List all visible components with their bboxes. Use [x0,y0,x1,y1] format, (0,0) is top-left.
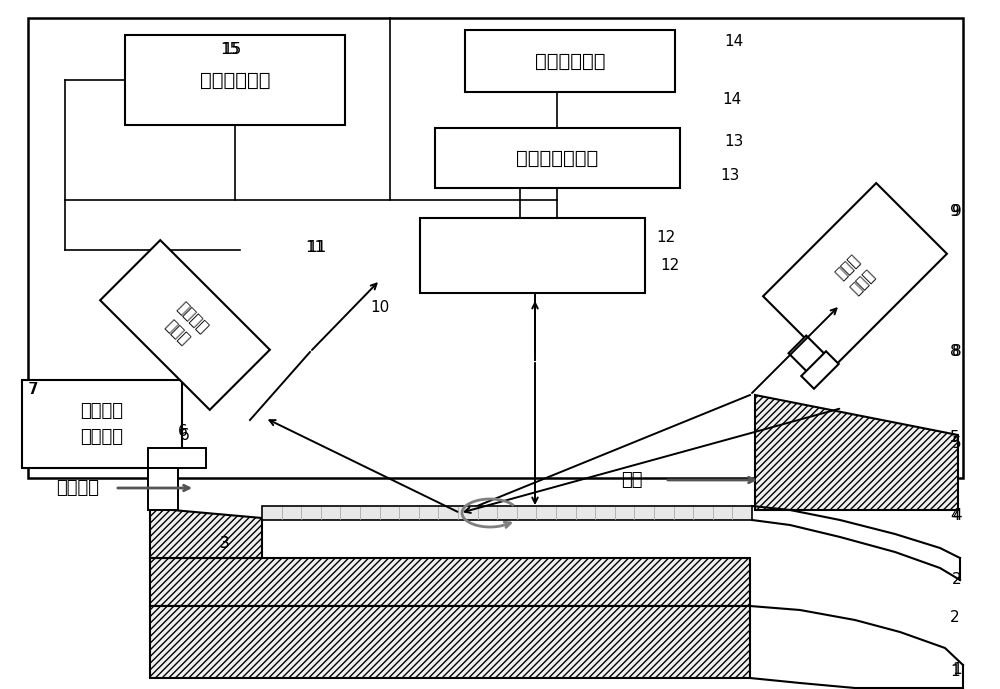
Bar [150,606,750,678]
Text: 9: 9 [950,205,960,220]
Text: 6: 6 [180,427,190,442]
Bar [420,218,645,293]
Text: 10: 10 [370,300,389,316]
Text: 12: 12 [656,231,675,245]
Text: 2: 2 [952,573,962,588]
Text: 斜入射
激光器: 斜入射 激光器 [833,253,877,298]
Text: 13: 13 [724,134,743,150]
Text: 4: 4 [950,508,960,524]
Polygon shape [789,336,827,374]
Text: 5: 5 [950,431,960,446]
Polygon shape [150,508,262,558]
Text: 8: 8 [950,344,960,360]
Text: 11: 11 [307,240,326,256]
Bar [465,30,675,92]
Text: 15: 15 [222,43,241,57]
Bar [125,35,345,125]
Polygon shape [801,351,839,389]
Bar [28,18,963,478]
Text: 6: 6 [178,424,188,440]
Text: 伺服电机
反馈系统: 伺服电机 反馈系统 [80,402,124,446]
Text: 正入射激光器: 正入射激光器 [535,52,605,70]
Bar [22,380,182,468]
Text: 1: 1 [952,663,962,677]
Text: 5: 5 [952,435,962,451]
Bar [150,558,750,606]
Bar [148,468,178,510]
Text: 1: 1 [950,664,960,679]
Text: 8: 8 [952,344,962,360]
Text: 尾气: 尾气 [621,471,643,489]
Text: 4: 4 [952,508,962,524]
Polygon shape [755,395,958,510]
Text: 第一信号接收器: 第一信号接收器 [516,149,598,167]
Text: 12: 12 [660,258,679,273]
Bar [435,128,680,188]
Text: 3: 3 [220,535,230,551]
Text: 反应气体: 反应气体 [56,479,100,497]
Text: 7: 7 [28,382,38,398]
Polygon shape [763,183,947,367]
Text: 2: 2 [950,610,960,624]
Text: 11: 11 [305,240,324,256]
Text: 第二信号
接收器: 第二信号 接收器 [159,299,211,351]
Bar [262,506,752,520]
Text: 15: 15 [220,43,239,57]
Text: 13: 13 [720,167,739,183]
Text: 7: 7 [29,382,39,398]
Text: 9: 9 [952,205,962,220]
Text: 14: 14 [724,34,743,50]
Text: 14: 14 [722,92,741,107]
Text: 信号分析系统: 信号分析系统 [200,70,270,90]
Text: 3: 3 [220,535,230,551]
Polygon shape [100,240,270,410]
Bar [148,448,206,468]
